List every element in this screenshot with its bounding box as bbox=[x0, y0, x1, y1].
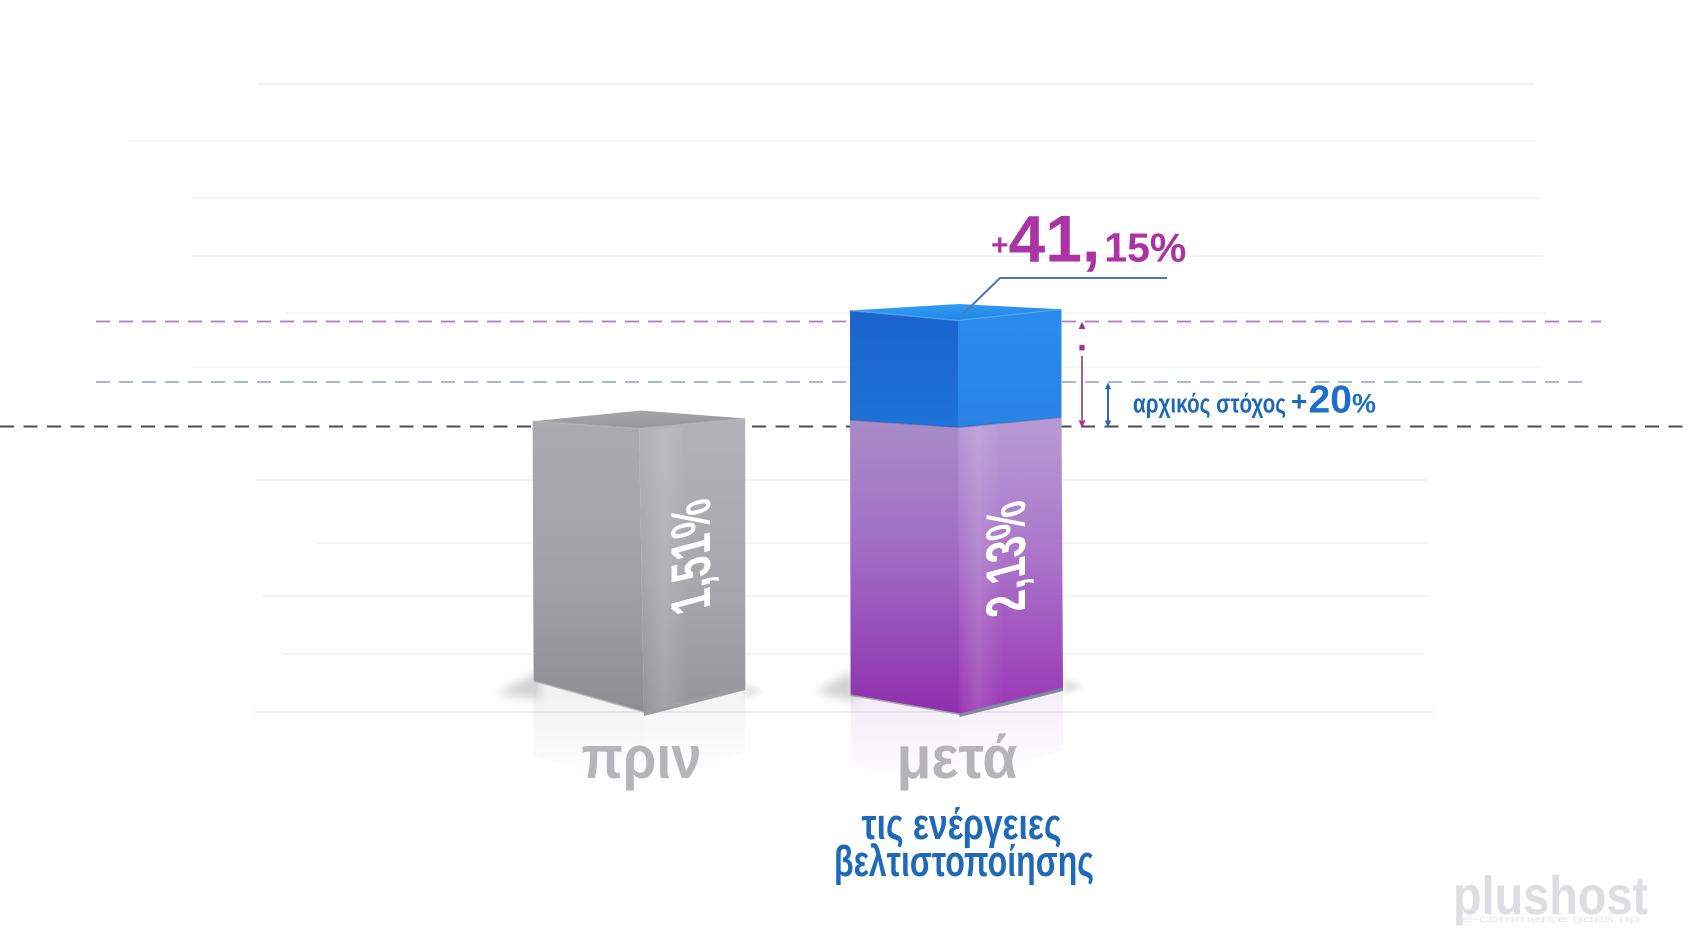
svg-text:%: % bbox=[1352, 389, 1376, 419]
svg-text:e-commerce goes up: e-commerce goes up bbox=[1462, 914, 1640, 924]
svg-text:+41,15%: +41,15% bbox=[991, 202, 1186, 276]
svg-text:20: 20 bbox=[1309, 379, 1352, 422]
svg-text:πριν: πριν bbox=[582, 724, 702, 791]
svg-text:2,13%: 2,13% bbox=[975, 495, 1038, 624]
svg-text:plushost: plushost bbox=[1453, 866, 1648, 926]
svg-text:μετά: μετά bbox=[897, 724, 1018, 791]
svg-text:αρχικός στόχος: αρχικός στόχος bbox=[1133, 389, 1286, 419]
svg-text:1,51%: 1,51% bbox=[660, 493, 723, 622]
svg-text:τις ενέργειες: τις ενέργειες bbox=[862, 800, 1062, 849]
svg-text:+: + bbox=[1291, 386, 1307, 417]
svg-text:βελτιστοποίησης: βελτιστοποίησης bbox=[834, 837, 1094, 886]
